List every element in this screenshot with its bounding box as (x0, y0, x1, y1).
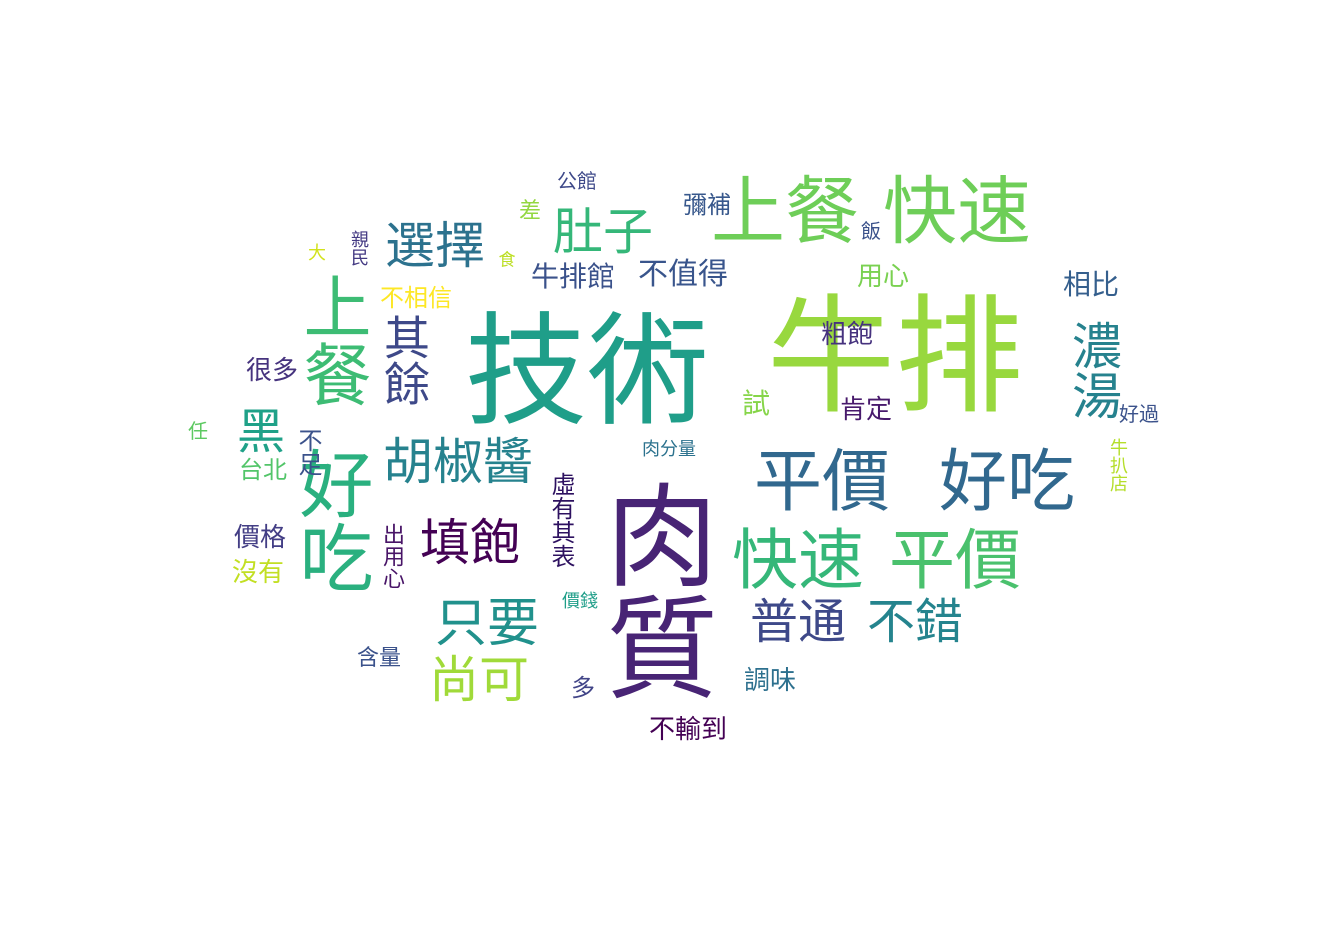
cloud-word: 牛排 (766, 283, 1024, 432)
cloud-word: 親民 (348, 230, 369, 266)
cloud-word: 含量 (356, 646, 402, 671)
cloud-word: 彌補 (683, 191, 731, 219)
cloud-word: 肯定 (839, 395, 893, 425)
cloud-word: 不輸到 (648, 715, 728, 745)
cloud-word: 好吃 (287, 446, 373, 594)
cloud-word: 好吃 (938, 443, 1076, 522)
cloud-word: 價格 (233, 523, 287, 553)
cloud-word: 尚可 (429, 651, 529, 709)
cloud-word: 肚子 (553, 203, 653, 261)
cloud-word: 大 (308, 243, 326, 264)
cloud-word: 用心 (856, 262, 910, 292)
cloud-word: 濃湯 (1064, 320, 1122, 420)
cloud-word: 台北 (239, 456, 287, 484)
cloud-word: 公館 (557, 169, 597, 193)
cloud-word: 多 (571, 674, 595, 702)
cloud-word: 普通 (749, 594, 847, 650)
cloud-word: 上餐 (711, 169, 859, 255)
cloud-word: 平價 (753, 443, 891, 522)
cloud-word: 只要 (434, 594, 540, 654)
cloud-word: 不值得 (638, 257, 728, 292)
cloud-word: 不足 (294, 428, 322, 476)
cloud-word: 技術 (465, 301, 709, 443)
cloud-word: 很多 (245, 356, 299, 386)
cloud-word: 黑 (228, 406, 284, 454)
cloud-word: 快速 (883, 169, 1031, 255)
cloud-word: 不錯 (866, 594, 964, 650)
cloud-word: 食 (498, 250, 516, 271)
cloud-word: 快速 (732, 522, 864, 599)
cloud-word: 好過 (1119, 402, 1159, 426)
cloud-word: 填飽 (420, 514, 520, 572)
cloud-word: 選擇 (385, 217, 485, 275)
cloud-word: 平價 (889, 522, 1021, 599)
cloud-word: 肉質 (587, 478, 717, 702)
cloud-word: 差 (518, 199, 542, 224)
cloud-word: 試 (741, 387, 771, 420)
cloud-word: 相比 (1062, 268, 1120, 301)
cloud-word: 價錢 (562, 591, 598, 612)
cloud-word: 牛扒店 (1107, 438, 1128, 492)
cloud-word: 胡椒醬 (383, 433, 533, 491)
cloud-word: 虛有其表 (547, 472, 575, 568)
cloud-word: 肉分量 (642, 439, 696, 460)
cloud-word: 上餐 (291, 272, 370, 408)
cloud-word: 調味 (743, 666, 797, 696)
cloud-word: 任 (188, 419, 208, 443)
cloud-word: 其餘 (377, 314, 431, 406)
cloud-word: 牛排館 (530, 260, 616, 293)
cloud-word: 不相信 (380, 284, 452, 312)
cloud-word: 出用心 (379, 523, 404, 589)
cloud-word: 沒有 (231, 558, 285, 588)
cloud-word: 飯 (861, 219, 881, 243)
cloud-word: 粗飽 (820, 320, 874, 350)
